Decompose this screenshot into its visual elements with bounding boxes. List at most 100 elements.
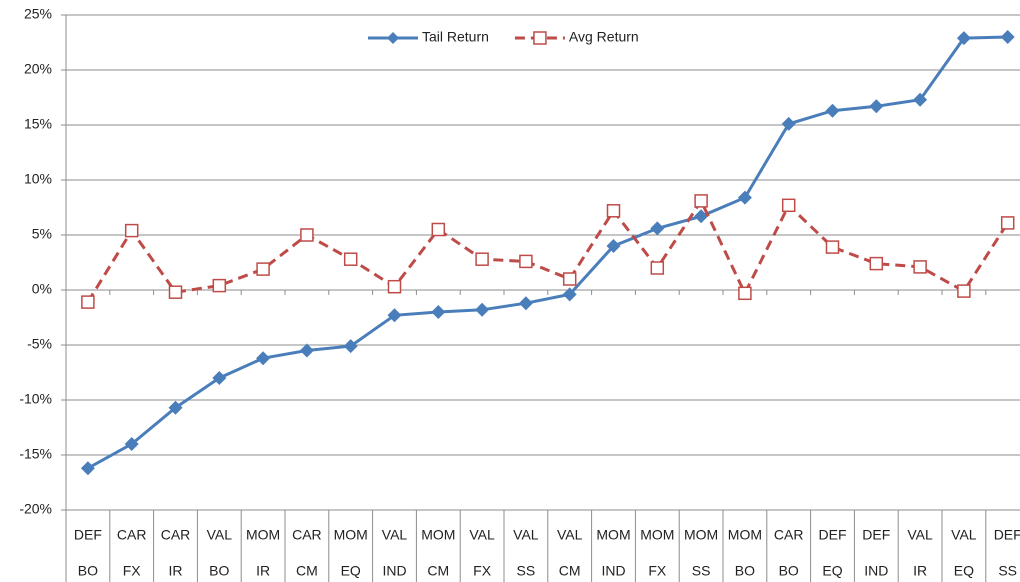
marker [957, 284, 971, 298]
marker [694, 194, 708, 208]
x-tick-label: EQ [954, 563, 974, 579]
marker [431, 222, 446, 237]
marker [1000, 216, 1015, 230]
x-tick-label: EQ [822, 563, 842, 579]
x-tick-label: VAL [951, 527, 977, 543]
x-tick-label: BO [735, 563, 755, 579]
x-tick-label: CAR [161, 527, 191, 543]
y-tick-label: -10% [19, 391, 52, 407]
x-tick-label: SS [517, 563, 536, 579]
y-tick-label: -5% [27, 336, 52, 352]
marker [781, 116, 796, 131]
x-tick-label: CM [427, 563, 449, 579]
x-tick-label: VAL [207, 527, 233, 543]
x-tick-label: VAL [907, 527, 933, 543]
series-line [86, 197, 1009, 303]
x-tick-label: CM [559, 563, 581, 579]
x-tick-label: IND [601, 563, 625, 579]
y-tick-label: 25% [24, 6, 52, 22]
x-tick-label: IND [864, 563, 888, 579]
marker [737, 190, 752, 205]
legend-marker [387, 32, 399, 44]
marker [212, 371, 227, 385]
x-tick-label: IR [169, 563, 183, 579]
x-tick-label: MOM [684, 527, 718, 543]
x-tick-label: BO [209, 563, 229, 579]
marker [1000, 30, 1015, 44]
x-tick-label: BO [78, 563, 98, 579]
marker [869, 99, 884, 114]
marker [475, 252, 489, 266]
y-tick-label: -15% [19, 446, 52, 462]
y-tick-label: -20% [19, 501, 52, 517]
marker [168, 285, 183, 299]
marker [387, 279, 402, 294]
x-tick-label: MOM [728, 527, 762, 543]
x-tick-label: IND [382, 563, 406, 579]
marker [738, 286, 752, 301]
marker [212, 278, 227, 293]
x-tick-label: CAR [117, 527, 147, 543]
y-tick-label: 15% [24, 116, 52, 132]
x-tick-label: SS [692, 563, 711, 579]
x-tick-label: IR [913, 563, 927, 579]
y-tick-label: 0% [32, 281, 52, 297]
marker [519, 254, 533, 269]
x-tick-label: IR [256, 563, 270, 579]
marker [168, 400, 183, 415]
x-tick-label: DEF [994, 527, 1020, 543]
y-tick-label: 20% [24, 61, 52, 77]
x-tick-label: MOM [421, 527, 455, 543]
marker [956, 31, 971, 46]
y-tick-label: 10% [24, 171, 52, 187]
marker [606, 239, 621, 253]
marker [913, 92, 928, 107]
x-tick-label: MOM [246, 527, 280, 543]
marker [256, 262, 270, 276]
x-tick-label: CM [296, 563, 318, 579]
marker [431, 305, 446, 319]
marker [124, 437, 139, 451]
x-tick-label: BO [779, 563, 799, 579]
marker [124, 223, 139, 238]
marker [869, 256, 884, 271]
series-line [87, 35, 1008, 470]
marker [343, 339, 358, 354]
marker [606, 204, 621, 218]
marker [343, 252, 358, 266]
marker [256, 351, 271, 366]
x-tick-label: EQ [341, 563, 361, 579]
x-tick-label: MOM [640, 527, 674, 543]
marker [518, 296, 533, 311]
x-tick-label: VAL [469, 527, 495, 543]
marker [300, 228, 314, 242]
marker [650, 261, 665, 275]
marker [299, 343, 314, 358]
x-tick-label: VAL [557, 527, 583, 543]
x-tick-label: DEF [819, 527, 847, 543]
marker [562, 272, 577, 286]
x-tick-label: MOM [334, 527, 368, 543]
legend-label: Tail Return [422, 29, 489, 45]
x-tick-label: FX [123, 563, 142, 579]
marker [81, 295, 95, 309]
marker [825, 103, 840, 118]
marker [562, 287, 577, 302]
x-tick-label: DEF [862, 527, 890, 543]
legend-marker [533, 31, 547, 45]
marker [913, 260, 927, 274]
x-tick-label: VAL [382, 527, 408, 543]
x-tick-label: SS [998, 563, 1017, 579]
marker [694, 209, 709, 224]
marker [475, 302, 490, 317]
marker [650, 221, 665, 236]
x-tick-label: FX [473, 563, 492, 579]
legend-label: Avg Return [569, 29, 639, 45]
marker [825, 240, 840, 254]
marker [781, 198, 796, 213]
x-tick-label: DEF [74, 527, 102, 543]
x-tick-label: FX [648, 563, 667, 579]
y-tick-label: 5% [32, 226, 52, 242]
